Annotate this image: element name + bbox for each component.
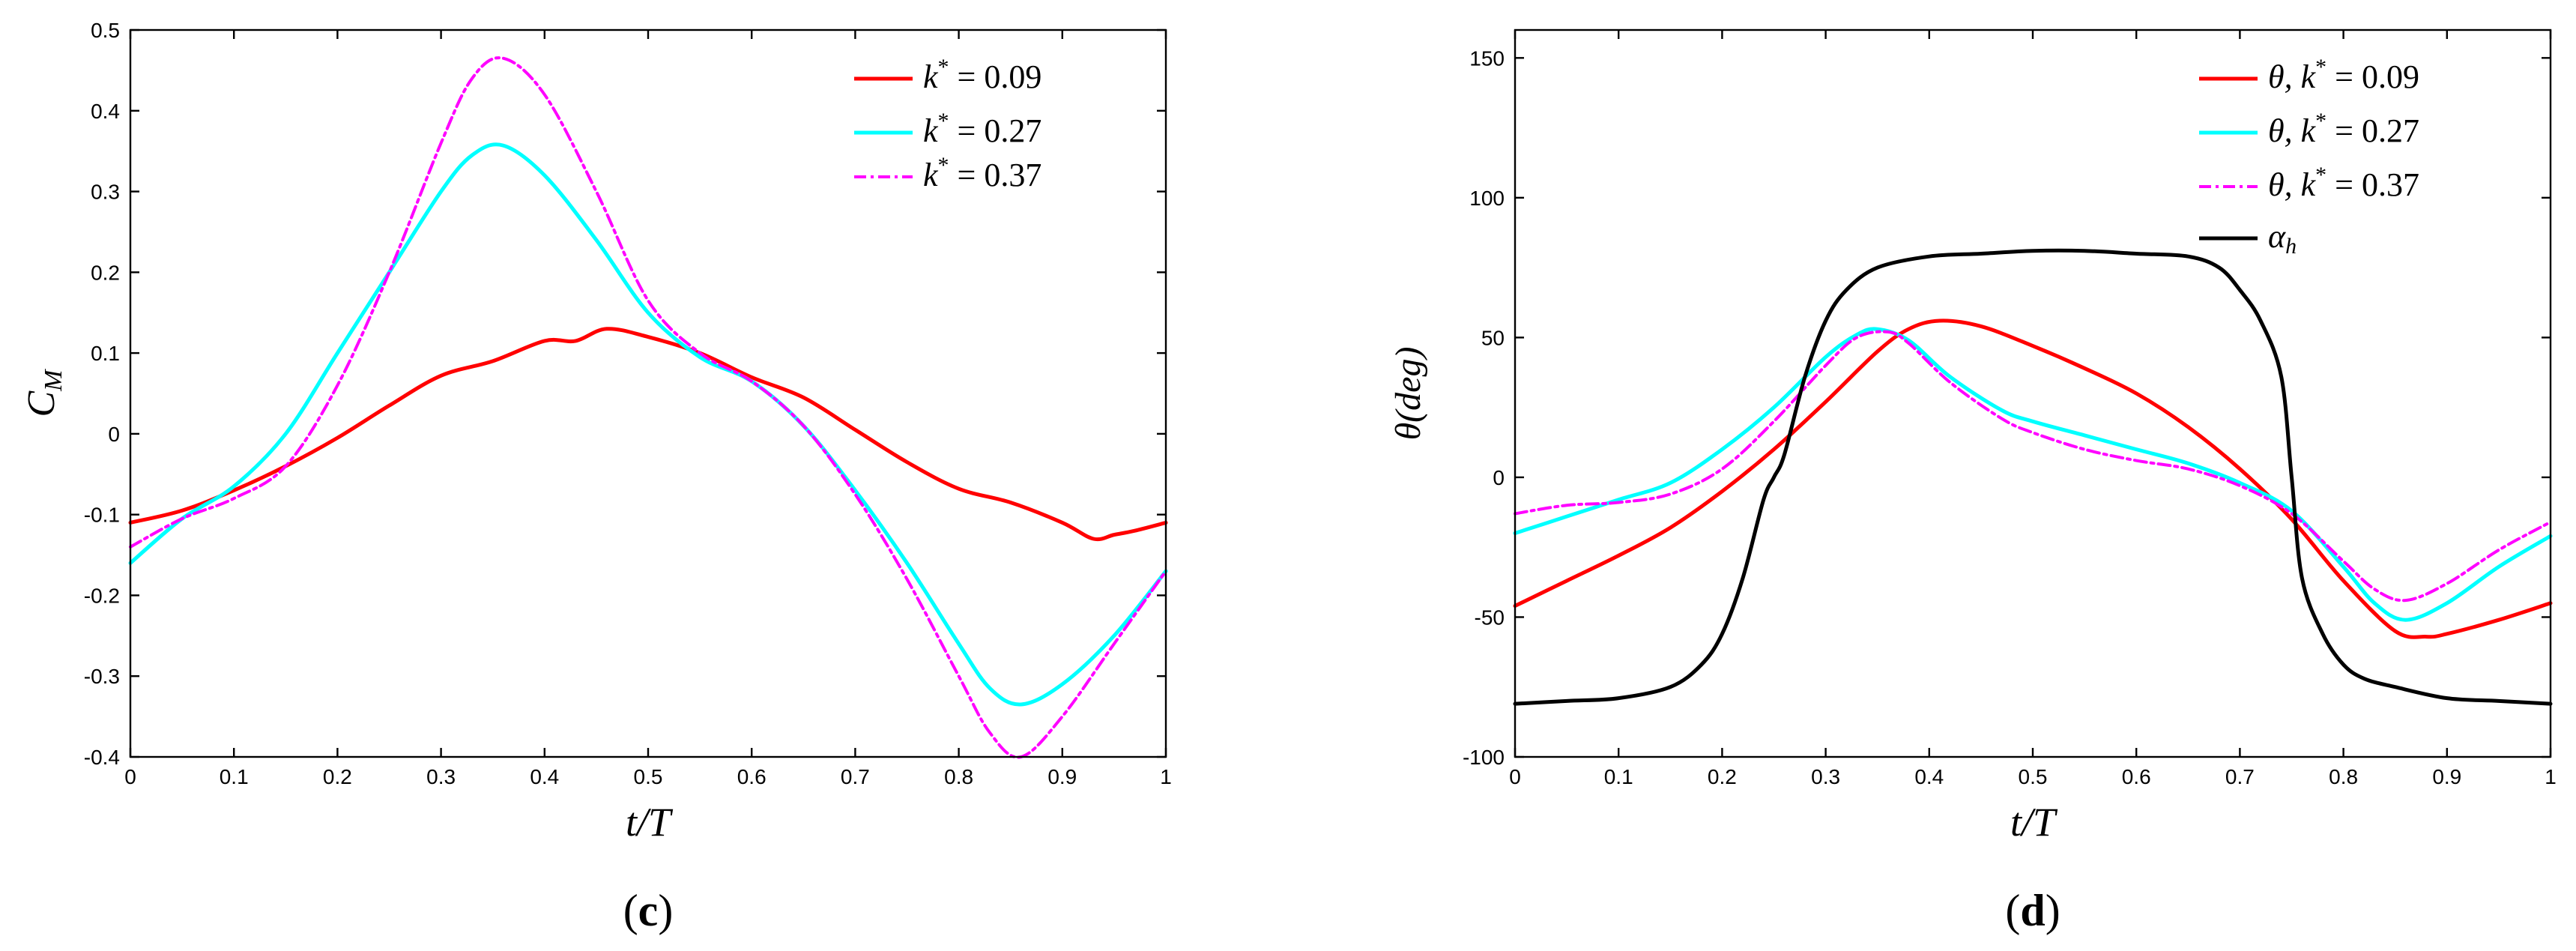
y-tick-label: 100 (1469, 187, 1505, 210)
legend-label: θ, k* = 0.37 (2268, 163, 2419, 203)
panel-d-y-ticks: -100 -50 0 50 100 150 (1463, 46, 2551, 769)
y-tick-label: 0.1 (91, 342, 120, 365)
legend-entry: k* = 0.27 (854, 109, 1041, 149)
y-tick-label: -50 (1475, 606, 1505, 629)
panel-c-x-axis-label: t/T (626, 800, 674, 845)
x-tick-label: 0.1 (1604, 765, 1633, 788)
legend-entry: αh (2199, 218, 2297, 259)
x-tick-label: 0.4 (1914, 765, 1944, 788)
x-tick-label: 0 (124, 765, 136, 788)
y-tick-label: -0.4 (84, 746, 120, 769)
x-tick-label: 0.7 (841, 765, 870, 788)
y-tick-label: 0.4 (91, 100, 120, 123)
y-tick-label: 0.3 (91, 181, 120, 204)
y-tick-label: 0.2 (91, 261, 120, 284)
panel-d-x-ticks: 0 0.1 0.2 0.3 0.4 0.5 0.6 0.7 0.8 0.9 1 (1509, 30, 2557, 788)
x-tick-label: 0.6 (2122, 765, 2151, 788)
x-tick-label: 0.8 (944, 765, 973, 788)
x-tick-label: 0.9 (2432, 765, 2461, 788)
panel-c-legend: k* = 0.09 k* = 0.27 k* = 0.37 (854, 55, 1041, 193)
panel-d-caption: (d) (2005, 886, 2060, 935)
y-tick-label: -0.1 (84, 504, 120, 527)
series-line (1514, 330, 2552, 603)
panel-d-axes-box (1514, 28, 2552, 758)
legend-label: θ, k* = 0.09 (2268, 55, 2419, 95)
x-tick-label: 0.1 (220, 765, 249, 788)
panel-d-y-axis-label: θ(deg) (1388, 347, 1428, 441)
x-tick-label: 0.5 (2019, 765, 2048, 788)
panel-c-cm-chart: 0 0.1 0.2 0.3 0.4 0.5 0.6 0.7 0.8 0.9 1 -0.4-0.3-0… (20, 19, 1172, 935)
panel-d-legend: θ, k* = 0.09 θ, k* = 0.27 θ, k* = 0.37 α… (2199, 55, 2419, 259)
panel-c-y-axis-label: CM (20, 369, 67, 417)
x-tick-label: 0.6 (737, 765, 767, 788)
legend-entry: θ, k* = 0.37 (2199, 163, 2419, 203)
y-tick-label: 150 (1469, 46, 1505, 70)
panel-c-axes-box (129, 28, 1167, 758)
panel-c-x-ticks: 0 0.1 0.2 0.3 0.4 0.5 0.6 0.7 0.8 0.9 1 (124, 30, 1172, 788)
legend-entry: θ, k* = 0.09 (2199, 55, 2419, 95)
y-tick-label: 50 (1481, 326, 1505, 349)
y-tick-label: -0.2 (84, 584, 120, 607)
x-tick-label: 0.8 (2329, 765, 2358, 788)
series-line (128, 142, 1168, 707)
x-tick-label: 0.3 (426, 765, 456, 788)
legend-entry: k* = 0.09 (854, 55, 1041, 95)
legend-label: θ, k* = 0.27 (2268, 109, 2419, 149)
legend-label: k* = 0.09 (923, 55, 1041, 95)
x-tick-label: 0.2 (1708, 765, 1737, 788)
legend-label: k* = 0.37 (923, 153, 1041, 193)
x-tick-label: 0.7 (2225, 765, 2255, 788)
y-tick-label: 0.5 (91, 19, 120, 42)
y-tick-label: -100 (1463, 746, 1505, 769)
panel-c-plot-lines (128, 56, 1168, 759)
series-line (1513, 248, 2553, 706)
x-tick-label: 0.3 (1811, 765, 1840, 788)
x-tick-label: 0.2 (323, 765, 352, 788)
x-tick-label: 0 (1509, 765, 1521, 788)
x-tick-label: 0.4 (530, 765, 559, 788)
panel-c-y-ticks: -0.4 -0.3 -0.2 -0.1 0 0.1 0.2 0.3 0.4 0.5 (84, 19, 1166, 769)
panel-d-theta-chart: 0 0.1 0.2 0.3 0.4 0.5 0.6 0.7 0.8 0.9 1 -100 -50 0 50… (1388, 28, 2557, 935)
legend-label: αh (2268, 218, 2297, 259)
panel-d-plot-lines (1513, 248, 2553, 706)
series-line (128, 327, 1168, 542)
legend-entry: k* = 0.37 (854, 153, 1041, 193)
x-tick-label: 1 (2545, 765, 2557, 788)
legend-label: k* = 0.27 (923, 109, 1041, 149)
y-tick-label: -0.3 (84, 665, 120, 688)
legend-entry: θ, k* = 0.27 (2199, 109, 2419, 149)
series-line (1513, 318, 2553, 639)
panel-c-caption: (c) (623, 886, 674, 935)
x-tick-label: 0.5 (634, 765, 663, 788)
series-line (1513, 327, 2553, 622)
x-tick-label: 1 (1160, 765, 1172, 788)
x-tick-label: 0.9 (1047, 765, 1077, 788)
series-line (129, 56, 1167, 759)
y-tick-label: 0 (108, 423, 120, 446)
panel-d-x-axis-label: t/T (2010, 800, 2058, 845)
y-tick-label: 0 (1493, 466, 1505, 489)
